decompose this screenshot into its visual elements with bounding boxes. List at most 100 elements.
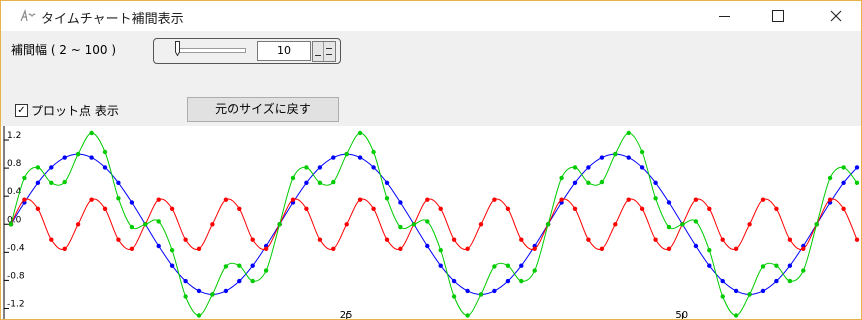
data-point: [519, 278, 524, 284]
interpolation-slider-thumb[interactable]: [175, 41, 180, 56]
data-point: [465, 288, 470, 294]
data-point: [666, 200, 672, 205]
data-point: [102, 206, 108, 211]
data-point: [733, 288, 739, 294]
plot-points-checkbox[interactable]: ✓: [15, 104, 28, 117]
data-point: [814, 222, 819, 227]
control-panel: [1, 32, 861, 124]
maximize-button[interactable]: [755, 1, 801, 31]
data-point: [223, 288, 229, 294]
reset-size-button[interactable]: 元のサイズに戻す: [187, 97, 339, 122]
data-point: [196, 313, 202, 318]
maximize-icon: [772, 10, 784, 22]
data-point: [237, 206, 242, 211]
data-point: [371, 165, 376, 170]
data-point: [478, 292, 484, 297]
data-point: [425, 219, 430, 224]
data-point: [49, 237, 54, 242]
data-point: [639, 206, 645, 211]
data-point: [371, 206, 376, 211]
data-point: [384, 237, 390, 242]
interpolation-slider-track[interactable]: [176, 48, 246, 53]
data-point: [707, 263, 712, 268]
data-point: [263, 268, 269, 273]
interpolation-width-label: 補間幅 ( 2 ~ 100 ): [11, 43, 117, 57]
close-button[interactable]: [813, 1, 859, 31]
data-point: [505, 206, 511, 211]
data-point: [277, 222, 282, 227]
data-point: [425, 243, 430, 249]
title-bar[interactable]: タイムチャート補間表示: [1, 1, 861, 31]
data-point: [384, 180, 390, 185]
data-point: [492, 288, 497, 294]
data-point: [304, 165, 309, 170]
data-point: [304, 206, 309, 211]
data-point: [747, 222, 752, 227]
data-point: [223, 197, 229, 202]
data-point: [304, 180, 309, 185]
data-point: [317, 237, 323, 242]
data-point: [801, 246, 806, 251]
data-point: [639, 149, 645, 155]
data-point: [62, 155, 67, 160]
data-point: [774, 206, 779, 211]
interpolation-value-field[interactable]: 10: [257, 41, 311, 61]
data-point: [760, 197, 766, 202]
time-chart: 1.2 0.8 0.4 0.0 -0.4 -0.8 -1.2 25 50: [1, 126, 861, 319]
plot-points-label: プロット点 表示: [31, 104, 119, 118]
data-point: [599, 155, 605, 160]
data-point: [505, 263, 511, 268]
data-point: [599, 179, 605, 185]
data-point: [438, 263, 443, 268]
y-tick-label: -0.4: [7, 243, 25, 253]
data-point: [250, 278, 255, 284]
y-tick-label: -1.2: [7, 299, 25, 309]
series-line-1: [10, 198, 858, 250]
data-point: [532, 246, 537, 251]
data-point: [586, 165, 591, 170]
series-line-2: [10, 132, 858, 316]
data-point: [787, 263, 793, 268]
data-point: [331, 246, 336, 251]
data-point: [572, 206, 578, 211]
data-point: [317, 165, 323, 170]
spin-down-button[interactable]: [313, 42, 324, 61]
y-tick-label: 0.0: [7, 215, 22, 225]
minimize-button[interactable]: [701, 1, 747, 31]
data-point: [102, 165, 108, 170]
spin-up-button[interactable]: [324, 42, 335, 61]
data-point: [519, 237, 524, 242]
data-point: [156, 243, 161, 249]
data-point: [680, 222, 685, 227]
data-point: [787, 278, 793, 284]
data-point: [720, 294, 725, 299]
data-point: [156, 219, 161, 224]
data-point: [760, 264, 766, 269]
data-point: [237, 263, 242, 268]
data-point: [129, 246, 135, 251]
data-point: [720, 237, 725, 242]
data-point: [169, 206, 175, 211]
data-point: [75, 222, 81, 227]
data-point: [411, 222, 417, 227]
data-point: [532, 268, 537, 273]
minus-icon: [315, 55, 321, 56]
y-tick-label: 1.2: [7, 131, 21, 141]
data-point: [49, 180, 54, 185]
data-point: [827, 197, 833, 202]
data-point: [398, 246, 403, 251]
data-point: [787, 237, 793, 242]
data-point: [707, 248, 712, 253]
data-point: [183, 278, 188, 284]
data-point: [559, 197, 564, 202]
data-point: [559, 175, 564, 181]
data-point: [35, 180, 41, 185]
data-point: [492, 264, 497, 269]
data-point: [290, 175, 296, 181]
data-point: [129, 200, 135, 205]
data-point: [183, 237, 188, 242]
interpolation-width-control: 10: [153, 38, 341, 64]
data-point: [613, 151, 618, 157]
data-point: [89, 197, 94, 202]
data-point: [733, 313, 739, 318]
